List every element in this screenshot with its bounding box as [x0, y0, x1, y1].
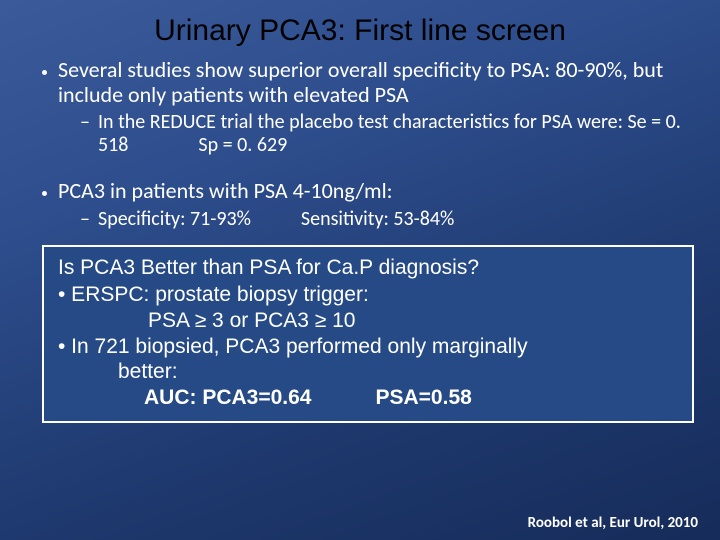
- bullet-2-sub-1: Specificity: 71-93% Sensitivity: 53-84%: [80, 208, 690, 231]
- callout-box: Is PCA3 Better than PSA for Ca.P diagnos…: [42, 245, 694, 423]
- box-question: Is PCA3 Better than PSA for Ca.P diagnos…: [58, 255, 678, 281]
- box-line-1: • ERSPC: prostate biopsy trigger:: [58, 282, 678, 308]
- bullet-2-sub-1-prefix: Specificity: 71-93%: [98, 207, 251, 231]
- slide-title: Urinary PCA3: First line screen: [0, 0, 720, 54]
- bullet-list: Several studies show superior overall sp…: [30, 58, 690, 157]
- bullet-2: PCA3 in patients with PSA 4-10ng/ml: Spe…: [58, 179, 690, 231]
- bullet-2-sub: Specificity: 71-93% Sensitivity: 53-84%: [58, 208, 690, 231]
- box-auc-psa: PSA=0.58: [375, 386, 471, 409]
- slide: Urinary PCA3: First line screen Several …: [0, 0, 720, 540]
- bullet-1: Several studies show superior overall sp…: [58, 58, 690, 157]
- bullet-1-sub-1-suffix: Sp = 0. 629: [198, 133, 287, 157]
- bullet-1-sub-1: In the REDUCE trial the placebo test cha…: [80, 111, 690, 157]
- bullet-1-sub-1-prefix: In the REDUCE trial the placebo test cha…: [98, 110, 681, 157]
- box-line-2: • In 721 biopsied, PCA3 performed only m…: [58, 334, 678, 360]
- bullet-2-text: PCA3 in patients with PSA 4-10ng/ml:: [58, 177, 393, 204]
- bullet-2-sub-1-suffix: Sensitivity: 53-84%: [301, 207, 454, 231]
- box-auc-label: AUC: PCA3=0.64: [144, 386, 311, 409]
- box-auc: AUC: PCA3=0.64 PSA=0.58: [58, 385, 678, 411]
- citation: Roobol et al, Eur Urol, 2010: [528, 514, 698, 532]
- bullet-list-2: PCA3 in patients with PSA 4-10ng/ml: Spe…: [30, 179, 690, 231]
- bullet-1-text: Several studies show superior overall sp…: [58, 56, 663, 108]
- bullet-1-sub: In the REDUCE trial the placebo test cha…: [58, 111, 690, 157]
- box-line-1b: PSA ≥ 3 or PCA3 ≥ 10: [58, 308, 678, 334]
- slide-body: Several studies show superior overall sp…: [0, 54, 720, 231]
- box-line-2b: better:: [58, 359, 678, 385]
